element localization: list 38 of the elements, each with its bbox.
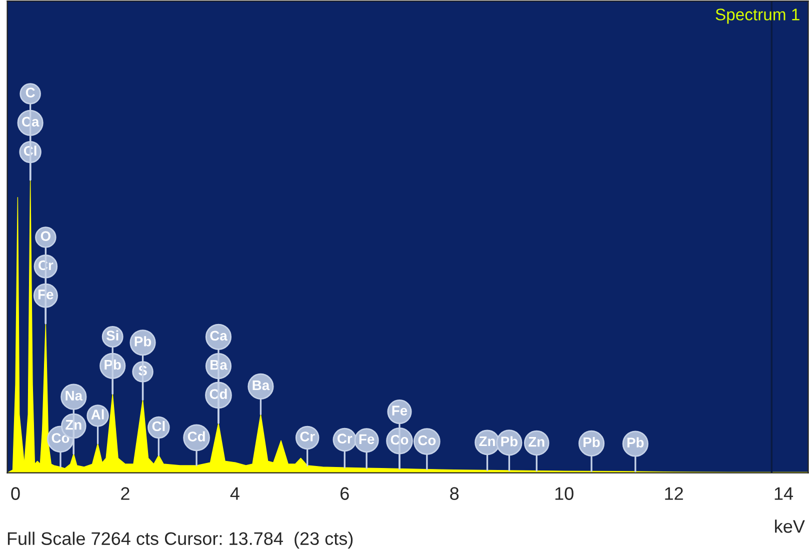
annotation: Pb <box>501 436 518 446</box>
annotation: Zn <box>528 437 544 447</box>
annotation: Ba <box>210 360 228 370</box>
annotation: Co <box>52 433 70 443</box>
annotation: Co <box>418 435 436 446</box>
annotation: C <box>26 88 35 98</box>
annotation: Zn <box>479 436 495 446</box>
annotation: Al <box>91 409 104 420</box>
annotation: Pb <box>627 437 644 448</box>
annotation: Cd <box>188 431 205 442</box>
x-axis-title: keV <box>775 520 805 533</box>
annotation: Cr <box>300 432 315 442</box>
annotation: Fe <box>38 290 54 300</box>
x-tick-label: 2 <box>121 487 130 500</box>
annotation: Cd <box>210 388 227 399</box>
annotation: Si <box>106 330 118 340</box>
x-tick-label: 6 <box>340 487 349 500</box>
text: Spectrum 1 <box>716 8 800 24</box>
annotation: Cr <box>338 434 352 444</box>
x-tick-label: 8 <box>450 487 459 500</box>
annotation: Ca <box>210 330 228 341</box>
x-tick-label: 12 <box>665 487 683 500</box>
annotation: Ba <box>252 380 270 390</box>
x-tick-label: 14 <box>774 487 794 500</box>
annotation: O <box>40 231 50 242</box>
x-tick-label: 4 <box>230 487 240 500</box>
annotation: Co <box>390 434 408 445</box>
text: Full Scale 7264 cts Cursor: 13.784 (23 cts) <box>8 532 353 549</box>
annotation: Pb <box>104 359 121 370</box>
annotation: Zn <box>66 420 82 430</box>
annotation: Fe <box>359 434 374 444</box>
annotation: Pb <box>584 436 600 448</box>
x-tick-label: 10 <box>555 487 574 500</box>
annotation: Pb <box>134 336 152 346</box>
annotation: Na <box>66 390 83 401</box>
annotation: Fe <box>392 406 408 416</box>
annotation: Cl <box>152 420 165 432</box>
x-tick-label: 0 <box>11 487 20 500</box>
